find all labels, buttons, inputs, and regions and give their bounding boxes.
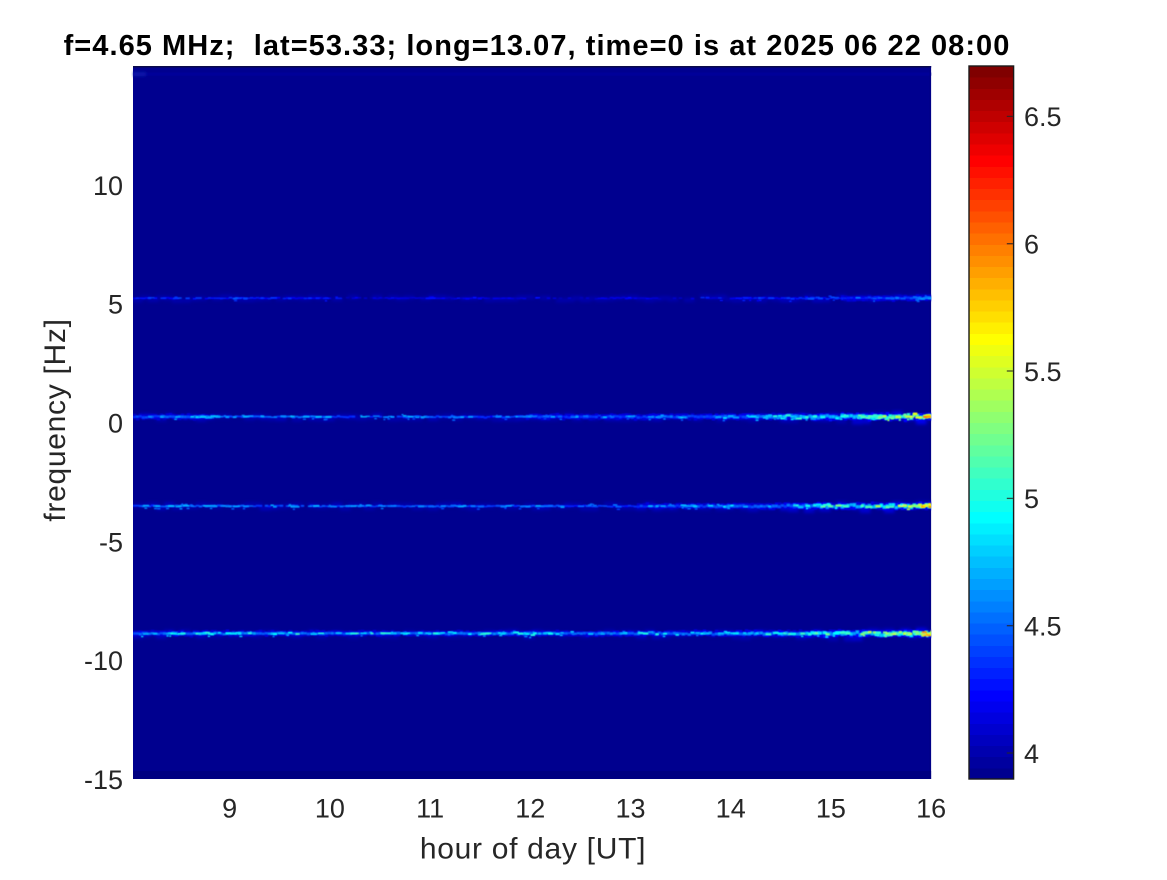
svg-text:6.5: 6.5 (1024, 102, 1062, 132)
svg-text:-5: -5 (99, 527, 123, 557)
svg-text:6: 6 (1024, 230, 1039, 260)
svg-text:-10: -10 (84, 646, 123, 676)
svg-text:5.5: 5.5 (1024, 357, 1062, 387)
svg-text:16: 16 (916, 794, 946, 824)
svg-text:frequency [Hz]: frequency [Hz] (39, 318, 72, 521)
svg-text:4.5: 4.5 (1024, 612, 1062, 642)
svg-text:15: 15 (816, 794, 846, 824)
svg-text:11: 11 (416, 794, 444, 824)
svg-text:f=4.65 MHz; lat=53.33; long=1: f=4.65 MHz; lat=53.33; long=13.07, time=… (64, 30, 1011, 62)
svg-text:hour of day [UT]: hour of day [UT] (420, 833, 646, 866)
svg-text:12: 12 (515, 794, 545, 824)
svg-text:13: 13 (615, 794, 645, 824)
svg-text:5: 5 (1024, 484, 1039, 514)
svg-text:9: 9 (222, 794, 237, 824)
svg-text:5: 5 (108, 290, 123, 320)
svg-text:10: 10 (93, 171, 123, 201)
svg-text:10: 10 (315, 794, 345, 824)
svg-text:0: 0 (108, 409, 123, 439)
svg-text:4: 4 (1024, 739, 1039, 769)
svg-text:14: 14 (716, 794, 746, 824)
svg-text:-15: -15 (84, 765, 123, 795)
